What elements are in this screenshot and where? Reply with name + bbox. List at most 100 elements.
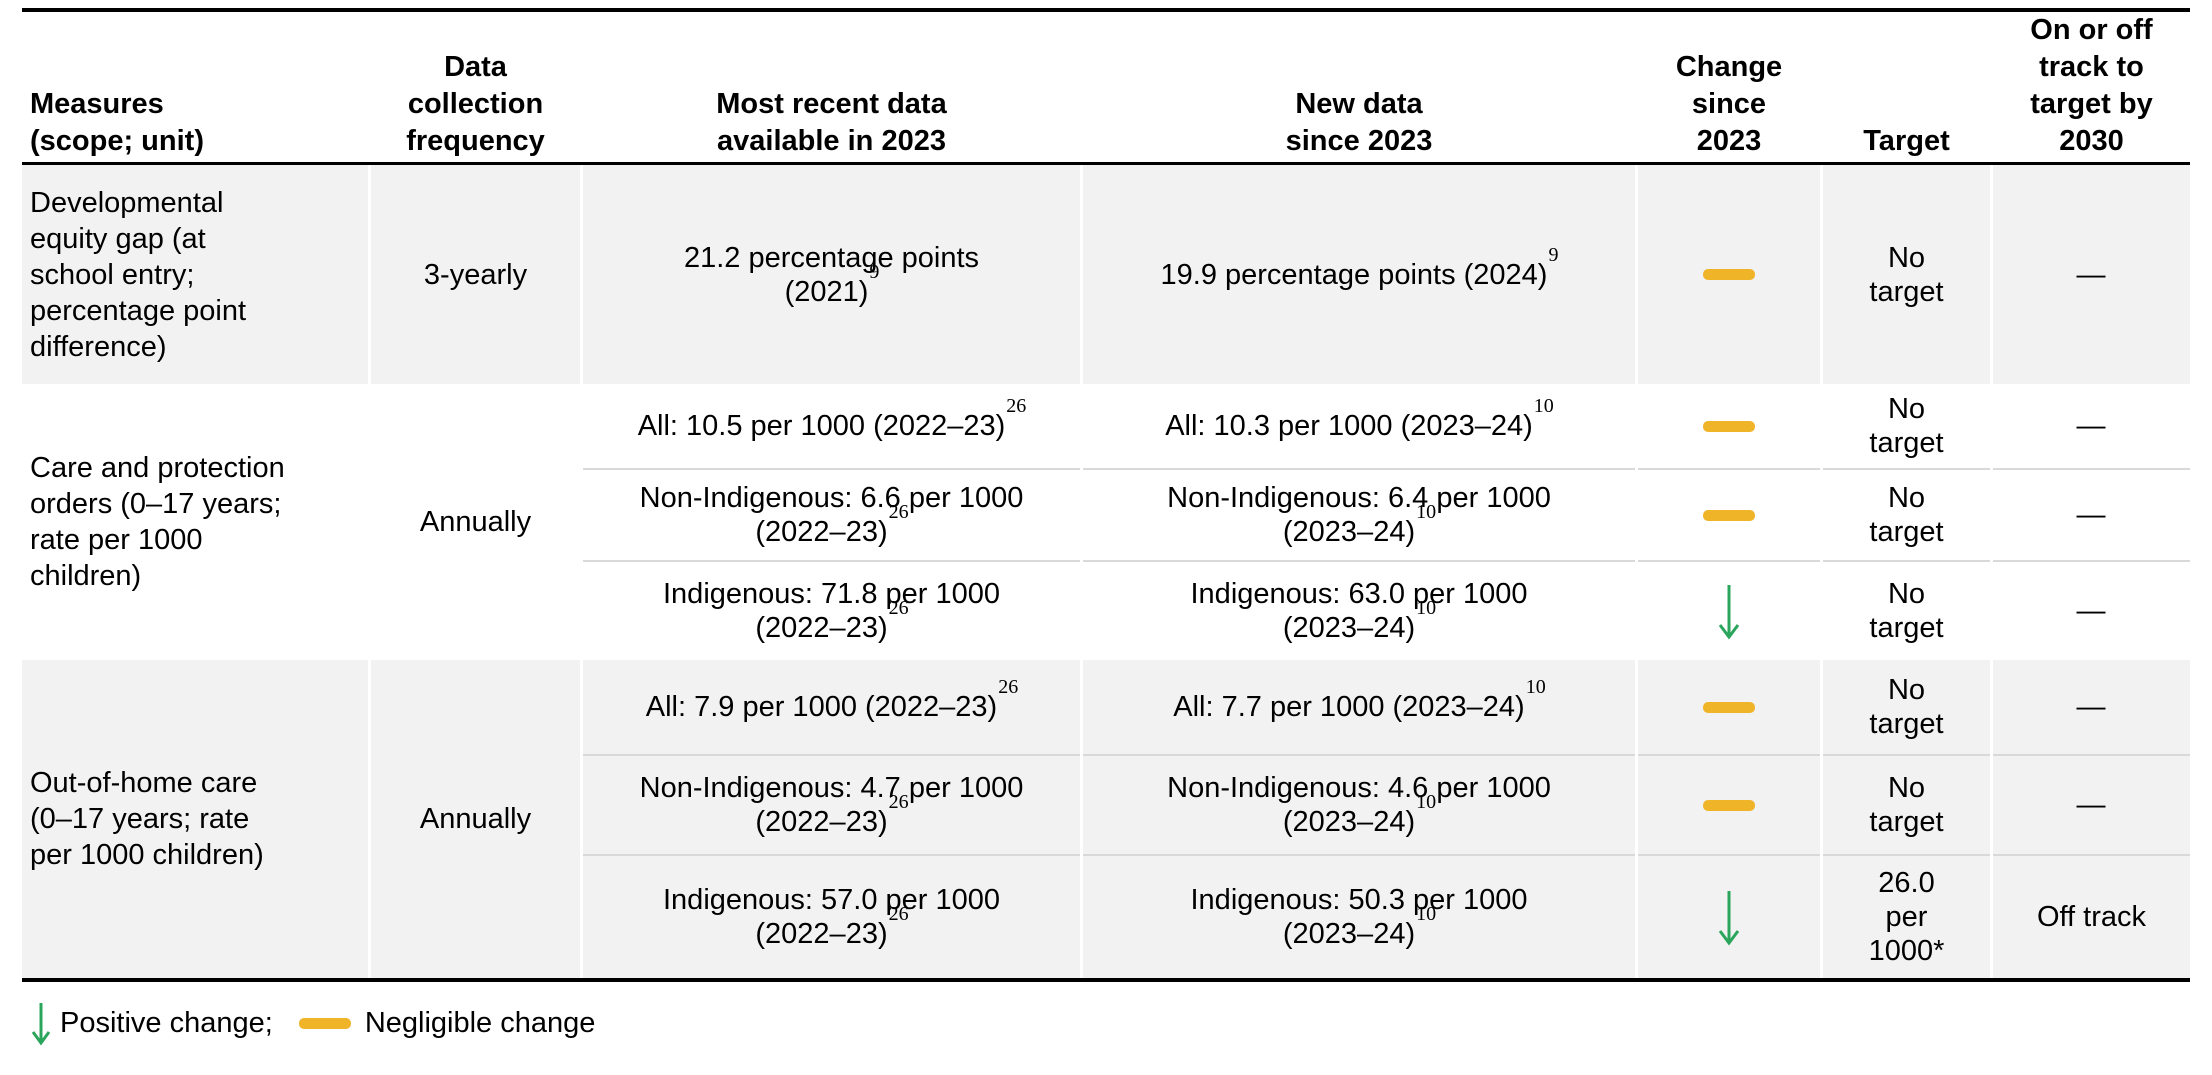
- text-line: No: [1887, 772, 1926, 804]
- negligible-change-icon: [1703, 269, 1755, 280]
- new-data-cell: Non-Indigenous: 6.4 per 1000 (2023–24)10: [1083, 468, 1635, 560]
- footnote-superscript: 9: [1548, 243, 1559, 266]
- text-line: No: [1887, 674, 1926, 706]
- text-line: target by: [2030, 88, 2153, 120]
- text-line: Out-of-home care: [30, 767, 258, 799]
- change-cell: [1638, 560, 1820, 660]
- text-line: All: 7.7 per 1000 (2023–24)10: [1173, 676, 1546, 723]
- text-line: (2023–24)10: [1282, 791, 1437, 838]
- text-line: Indigenous: 57.0 per 1000: [663, 884, 1000, 916]
- text-line: 2030: [2059, 125, 2124, 157]
- text-line: All: 7.9 per 1000 (2022–23)26: [645, 676, 1019, 723]
- table-header-rule: [22, 162, 2190, 165]
- target-cell: No target: [1823, 660, 1990, 754]
- text-line: Non-Indigenous: 4.6 per 1000: [1167, 772, 1551, 804]
- text-line: rate per 1000: [30, 524, 203, 556]
- footnote-superscript: 26: [888, 791, 909, 814]
- negligible-change-icon: [1703, 420, 1755, 432]
- text-line: Target: [1863, 125, 1950, 157]
- recent-data-cell: Indigenous: 57.0 per 1000 (2022–23)26: [583, 854, 1080, 978]
- text-line: target: [1869, 708, 1944, 740]
- text-line: target: [1869, 275, 1944, 308]
- col-header-measures: Measures (scope; unit): [22, 86, 368, 168]
- text-line: Most recent data: [716, 88, 947, 120]
- text-line: New data: [1295, 88, 1423, 120]
- text-line: orders (0–17 years;: [30, 488, 282, 520]
- target-cell: No target: [1823, 754, 1990, 854]
- text-line: No: [1887, 482, 1926, 514]
- text-line: children): [30, 560, 142, 592]
- target-cell: No target: [1823, 560, 1990, 660]
- recent-data-cell: All: 10.5 per 1000 (2022–23)26: [583, 384, 1080, 468]
- text-line: frequency: [406, 125, 545, 157]
- text-line: since 2023: [1285, 125, 1433, 157]
- text-line: 26.0: [1878, 867, 1935, 899]
- text-line: (2022–23)26: [755, 903, 909, 950]
- text-line: track to: [2039, 51, 2144, 83]
- change-cell: [1638, 854, 1820, 978]
- measure-cell: Out-of-home care (0–17 years; rate per 100…: [22, 660, 368, 978]
- track-cell: —: [1993, 560, 2190, 660]
- change-cell: [1638, 468, 1820, 560]
- measures-table-body: Developmental equity gap (at school entry;…: [22, 165, 2190, 978]
- text-line: Measures: [30, 88, 164, 120]
- table-header-row: Measures (scope; unit) Data collection frequ…: [22, 12, 2190, 162]
- text-line: 19.9 percentage points (2024)9: [1160, 243, 1559, 291]
- footnote-superscript: 26: [1006, 395, 1027, 418]
- track-cell: Off track: [1993, 854, 2190, 978]
- positive-change-icon: [1716, 582, 1742, 640]
- change-cell: [1638, 660, 1820, 754]
- legend-item-label: Positive change;: [60, 1007, 273, 1039]
- footnote-superscript: 26: [888, 501, 909, 524]
- change-cell: [1638, 165, 1820, 384]
- text-line: difference): [30, 330, 167, 363]
- footnote-superscript: 10: [1416, 903, 1437, 926]
- text-line: school entry;: [30, 258, 195, 291]
- text-line: (2023–24)10: [1282, 501, 1437, 548]
- footnote-superscript: 26: [888, 597, 909, 620]
- legend-negligible-dash-icon: [298, 1017, 351, 1029]
- text-line: 2023: [1696, 125, 1762, 157]
- text-line: Change: [1675, 51, 1783, 83]
- text-line: collection: [407, 88, 544, 120]
- text-line: since: [1691, 88, 1767, 120]
- negligible-change-icon: [1703, 509, 1755, 521]
- text-line: No: [1887, 578, 1926, 610]
- new-data-cell: Indigenous: 63.0 per 1000 (2023–24)10: [1083, 560, 1635, 660]
- track-cell: —: [1993, 468, 2190, 560]
- new-data-cell: 19.9 percentage points (2024)9: [1083, 165, 1635, 384]
- text-line: (2023–24)10: [1282, 903, 1437, 950]
- recent-data-cell: Indigenous: 71.8 per 1000 (2022–23)26: [583, 560, 1080, 660]
- new-data-cell: Non-Indigenous: 4.6 per 1000 (2023–24)10: [1083, 754, 1635, 854]
- measure-cell: Care and protection orders (0–17 years; ra…: [22, 384, 368, 660]
- target-cell: No target: [1823, 165, 1990, 384]
- footnote-superscript: 10: [1533, 395, 1554, 418]
- text-line: Non-Indigenous: 4.7 per 1000: [639, 772, 1024, 804]
- recent-data-cell: 21.2 percentage points (2021)9: [583, 165, 1080, 384]
- text-line: All: 10.5 per 1000 (2022–23)26: [637, 395, 1027, 442]
- table-top-rule: [22, 8, 2190, 12]
- frequency-cell: Annually: [371, 660, 580, 978]
- target-cell: No target: [1823, 468, 1990, 560]
- legend: Positive change; Negligible change: [30, 1000, 595, 1046]
- text-line: (0–17 years; rate: [30, 803, 250, 835]
- col-header-recent: Most recent data available in 2023: [583, 86, 1080, 168]
- col-header-new: New data since 2023: [1083, 86, 1635, 168]
- text-line: target: [1869, 806, 1944, 838]
- recent-data-cell: Non-Indigenous: 6.6 per 1000 (2022–23)26: [583, 468, 1080, 560]
- target-cell: No target: [1823, 384, 1990, 468]
- negligible-change-icon: [1703, 701, 1755, 713]
- track-cell: —: [1993, 384, 2190, 468]
- text-line: target: [1869, 516, 1944, 548]
- col-header-track: On or off track to target by 2030: [1993, 12, 2190, 168]
- text-line: 1000*: [1868, 935, 1945, 967]
- col-header-frequency: Data collection frequency: [371, 49, 580, 168]
- frequency-cell: 3-yearly: [371, 165, 580, 384]
- footnote-superscript: 10: [1416, 791, 1437, 814]
- text-line: Indigenous: 50.3 per 1000: [1190, 884, 1528, 916]
- footnote-superscript: 10: [1416, 501, 1437, 524]
- track-cell: —: [1993, 754, 2190, 854]
- negligible-change-icon: [1703, 799, 1755, 811]
- text-line: Non-Indigenous: 6.6 per 1000: [639, 482, 1024, 514]
- table-bottom-rule: [22, 978, 2190, 982]
